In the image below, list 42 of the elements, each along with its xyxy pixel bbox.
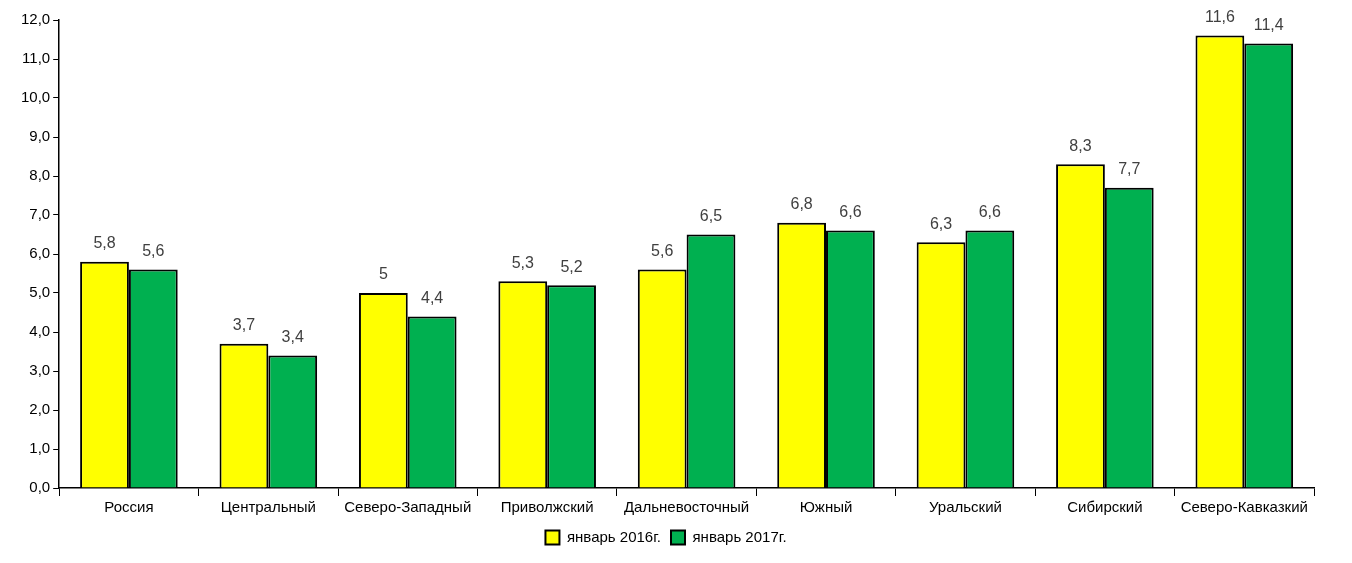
- y-tick-label: 3,0: [29, 361, 51, 379]
- data-label: 6,6: [839, 203, 862, 221]
- legend-label: январь 2016г.: [566, 527, 662, 545]
- data-label: 6,5: [699, 206, 723, 224]
- y-tick-label: 9,0: [29, 127, 51, 145]
- data-label: 7,7: [1118, 160, 1141, 178]
- y-tick-label: 10,0: [20, 88, 51, 106]
- x-tick-label: Северо-Западный: [344, 498, 472, 516]
- x-tick-label: Северо-Кавказкий: [1180, 498, 1308, 516]
- x-tick-label: Уральский: [928, 498, 1002, 516]
- x-tick-label: Россия: [104, 498, 154, 516]
- data-label: 6,6: [978, 203, 1002, 221]
- x-tick-label: Южный: [799, 498, 853, 516]
- y-tick-label: 4,0: [29, 322, 51, 340]
- y-tick-label: 1,0: [29, 439, 51, 457]
- x-tick-label: Дальневосточный: [623, 498, 750, 516]
- data-label: 6,3: [929, 214, 953, 232]
- data-label: 5,3: [511, 253, 534, 271]
- data-label: 4,4: [421, 288, 444, 306]
- data-label: 6,8: [790, 195, 813, 213]
- data-label: 5: [378, 265, 388, 283]
- y-tick-label: 11,0: [22, 49, 51, 67]
- data-label: 3,4: [281, 327, 304, 345]
- y-tick-label: 5,0: [29, 283, 51, 301]
- data-label: 5,6: [651, 242, 674, 260]
- x-tick-label: Центральный: [220, 498, 316, 516]
- y-tick-label: 8,0: [29, 166, 51, 184]
- data-label: 5,6: [142, 242, 165, 260]
- data-label: 5,8: [93, 234, 116, 252]
- data-label: 11,4: [1253, 15, 1284, 33]
- data-label: 5,2: [560, 257, 583, 275]
- data-label: 11,6: [1204, 8, 1235, 26]
- x-tick-label: Приволжский: [500, 498, 594, 516]
- y-tick-label: 2,0: [29, 400, 51, 418]
- legend-label: январь 2017г.: [692, 527, 787, 545]
- data-label: 8,3: [1069, 136, 1092, 154]
- y-tick-label: 7,0: [29, 205, 51, 223]
- x-tick-label: Сибирский: [1067, 498, 1143, 516]
- y-tick-label: 0,0: [29, 478, 51, 496]
- y-tick-label: 6,0: [29, 244, 51, 262]
- data-label: 3,7: [232, 316, 256, 334]
- y-tick-label: 12,0: [20, 10, 51, 28]
